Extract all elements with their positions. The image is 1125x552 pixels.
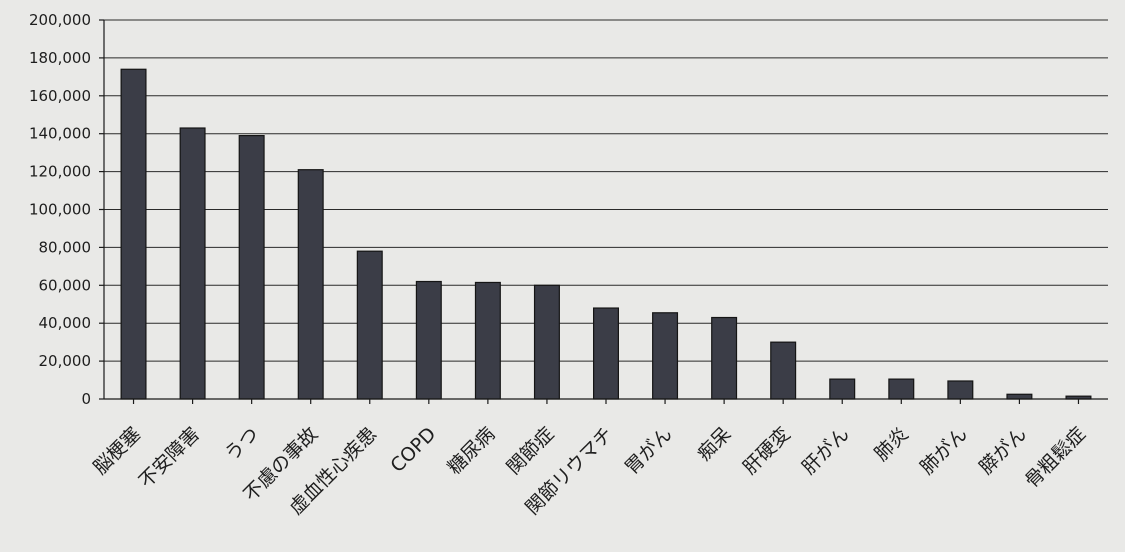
y-axis-tick-labels: 0 20,000 40,000 60,000 80,000 100,000 120,000 1… [29, 11, 104, 408]
x-category-label: 不安障害 [135, 423, 204, 492]
y-tick-label: 0 [81, 390, 91, 408]
bar-14 [888, 378, 915, 400]
bar-11 [711, 316, 738, 400]
bar-9 [592, 307, 620, 400]
bar-12 [770, 341, 797, 400]
x-category-label: 肝がん [798, 423, 854, 479]
bar-3 [238, 134, 265, 400]
x-category-label: 肺がん [916, 423, 972, 479]
x-category-label: 関節症 [503, 423, 559, 479]
x-category-label: 肺炎 [870, 423, 912, 465]
grid-lines [104, 19, 1108, 362]
x-category-label: COPD [386, 423, 440, 477]
y-tick-label: 200,000 [29, 11, 91, 29]
bar-13 [829, 378, 856, 400]
axes [103, 20, 1108, 400]
y-tick-label: 140,000 [29, 125, 91, 143]
x-category-label: 痴呆 [693, 423, 735, 465]
bars [120, 68, 1092, 400]
bar-10 [652, 312, 679, 400]
x-category-label: 糖尿病 [444, 423, 500, 479]
bar-4 [297, 169, 324, 400]
bar-5 [356, 250, 383, 400]
bar-15 [947, 380, 974, 400]
y-tick-label: 180,000 [29, 49, 91, 67]
x-category-label: 膵がん [975, 423, 1031, 479]
bar-6 [415, 280, 442, 400]
bar-2 [179, 127, 206, 400]
x-axis-category-labels: 脳梗塞不安障害 うつ不慮の事故虚血性心疾患 COPD 糖尿病 関節症関節リウマチ 胃がん痴… [89, 399, 1090, 519]
y-tick-label: 100,000 [29, 201, 91, 219]
bar-1 [120, 68, 147, 400]
x-category-label: 骨粗鬆症 [1021, 423, 1090, 492]
bar-16 [1006, 393, 1033, 400]
x-category-label: 肝硬変 [739, 423, 795, 479]
bar-7 [474, 281, 501, 400]
x-category-label: 胃がん [621, 423, 677, 479]
y-tick-label: 160,000 [29, 87, 91, 105]
bar-8 [533, 284, 560, 400]
x-category-label: 脳梗塞 [89, 423, 145, 479]
y-tick-label: 120,000 [29, 163, 91, 181]
y-tick-label: 60,000 [39, 276, 92, 294]
y-tick-label: 80,000 [39, 238, 92, 256]
y-tick-label: 40,000 [39, 314, 92, 332]
x-category-label: うつ [221, 423, 263, 465]
y-tick-label: 20,000 [39, 352, 92, 370]
